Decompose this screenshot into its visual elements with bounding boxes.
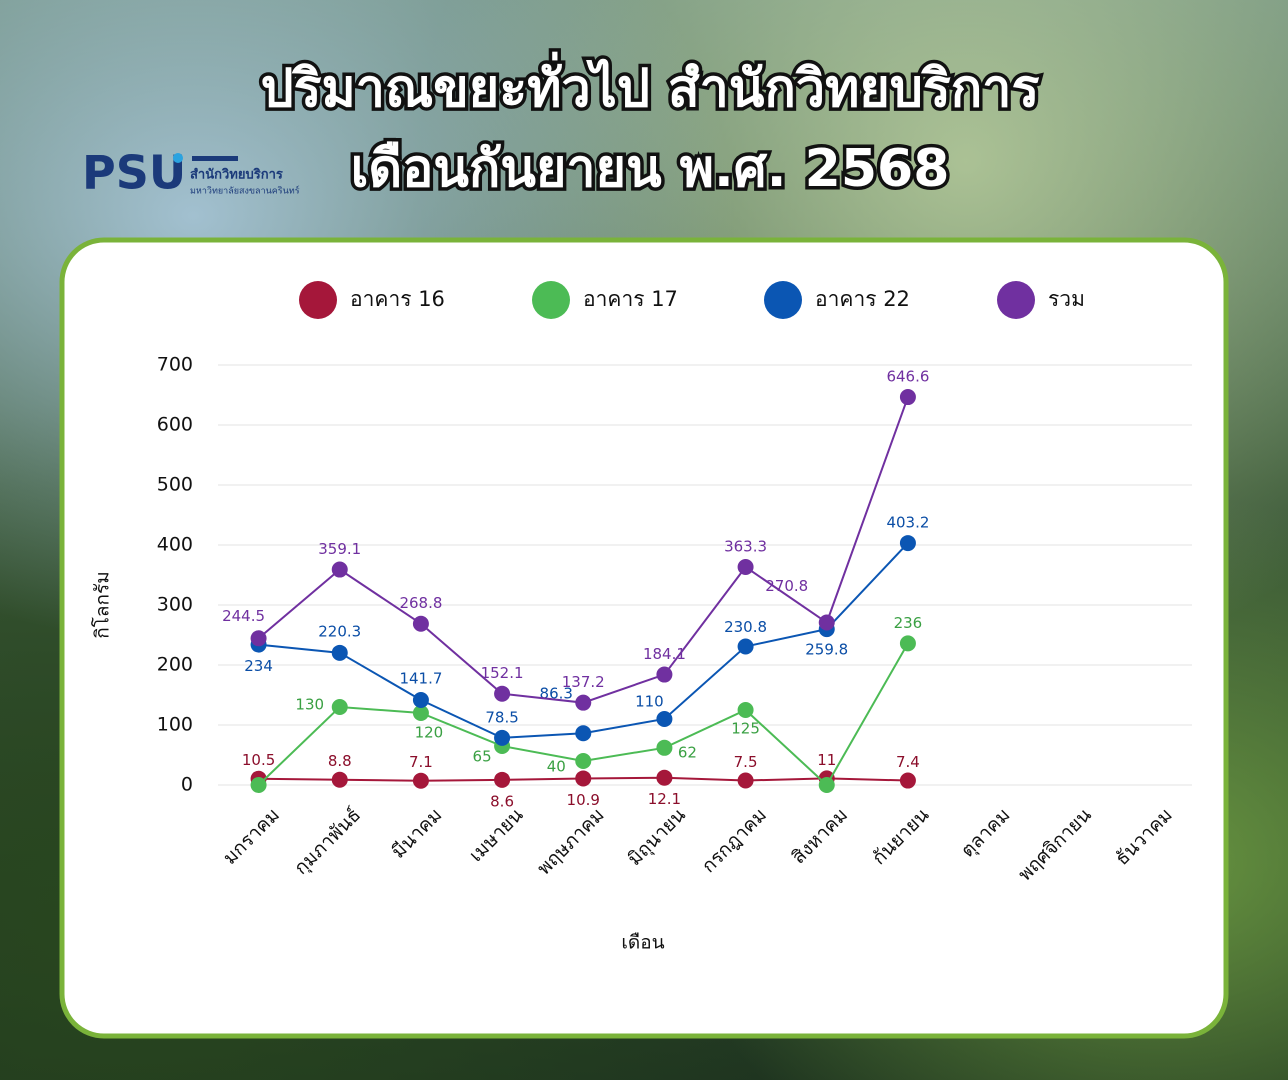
logo: PSU สำนักวิทยบริการ มหาวิทยาลัยสงขลานคริ… <box>82 146 300 200</box>
data-label: 11 <box>817 751 836 769</box>
legend-label: อาคาร 16 <box>350 287 445 311</box>
data-label: 8.8 <box>328 752 352 770</box>
data-label: 78.5 <box>485 708 518 726</box>
data-point <box>899 772 916 789</box>
data-point <box>899 635 916 652</box>
y-tick-label: 200 <box>157 654 193 676</box>
y-tick-label: 600 <box>157 414 193 436</box>
data-point <box>656 666 673 683</box>
y-tick-label: 400 <box>157 534 193 556</box>
data-label: 141.7 <box>399 669 442 687</box>
data-label: 7.1 <box>409 753 433 771</box>
legend-label: อาคาร 17 <box>583 287 678 311</box>
data-point <box>899 389 916 406</box>
data-point <box>412 705 429 721</box>
legend-marker <box>532 281 570 319</box>
data-label: 230.8 <box>724 618 767 636</box>
data-point <box>818 777 835 793</box>
data-point <box>737 702 754 718</box>
legend-marker <box>299 281 337 319</box>
data-point <box>494 771 511 788</box>
data-point <box>412 772 429 789</box>
data-point <box>494 729 511 746</box>
data-label: 10.9 <box>567 791 600 809</box>
data-point <box>575 725 592 742</box>
data-point <box>331 561 348 578</box>
title-line: เดือนกันยายน พ.ศ. 2568 <box>351 139 950 199</box>
logo-org: มหาวิทยาลัยสงขลานครินทร์ <box>190 185 300 197</box>
data-label: 184.1 <box>643 645 686 663</box>
legend-label: รวม <box>1048 287 1085 311</box>
data-label: 236 <box>894 614 923 632</box>
data-label: 220.3 <box>318 622 361 640</box>
y-tick-label: 500 <box>157 474 193 496</box>
data-label: 110 <box>635 693 664 711</box>
data-label: 40 <box>547 758 566 776</box>
data-label: 259.8 <box>805 641 848 659</box>
data-point <box>656 769 673 786</box>
data-label: 270.8 <box>765 577 808 595</box>
data-label: 62 <box>678 743 697 761</box>
data-point <box>656 711 673 727</box>
data-point <box>575 753 592 769</box>
legend-label: อาคาร 22 <box>815 287 910 311</box>
y-tick-label: 100 <box>157 714 193 736</box>
data-point <box>494 685 511 702</box>
data-label: 403.2 <box>886 514 929 532</box>
data-point <box>575 694 592 711</box>
logo-dot <box>173 153 183 163</box>
data-label: 137.2 <box>562 673 605 691</box>
data-label: 7.5 <box>734 753 758 771</box>
data-label: 7.4 <box>896 753 920 771</box>
title-line: ปริมาณขยะทั่วไป สำนักวิทยบริการ <box>261 52 1040 119</box>
data-label: 125 <box>731 720 760 738</box>
data-point <box>250 630 267 647</box>
data-label: 120 <box>415 724 444 742</box>
data-label: 363.3 <box>724 538 767 556</box>
data-label: 130 <box>295 696 324 714</box>
data-label: 10.5 <box>242 751 275 769</box>
y-axis-title: กิโลกรัม <box>91 571 114 639</box>
data-label: 12.1 <box>648 790 681 808</box>
data-point <box>737 772 754 789</box>
data-label: 65 <box>473 748 492 766</box>
data-point <box>656 739 673 756</box>
data-point <box>818 614 835 631</box>
data-point <box>737 638 754 655</box>
data-label: 152.1 <box>481 664 524 682</box>
y-tick-label: 700 <box>157 354 193 376</box>
data-point <box>899 535 916 552</box>
data-point <box>250 777 267 793</box>
y-tick-label: 0 <box>181 774 193 796</box>
x-axis-title: เดือน <box>621 932 664 954</box>
legend-marker <box>997 281 1035 319</box>
data-label: 234 <box>244 657 273 675</box>
y-tick-label: 300 <box>157 594 193 616</box>
data-point <box>575 770 592 787</box>
card <box>59 237 1229 1039</box>
data-label: 359.1 <box>318 540 361 558</box>
data-label: 646.6 <box>886 368 929 386</box>
data-label: 8.6 <box>490 792 514 810</box>
data-point <box>412 615 429 632</box>
data-label: 244.5 <box>222 607 265 625</box>
data-point <box>412 691 429 708</box>
data-label: 268.8 <box>399 594 442 612</box>
logo-mark: PSU <box>82 146 186 200</box>
data-point <box>331 699 348 715</box>
logo-bar <box>192 156 238 161</box>
logo-name: สำนักวิทยบริการ <box>190 167 283 183</box>
data-point <box>737 559 754 576</box>
data-point <box>331 771 348 788</box>
data-point <box>331 644 348 661</box>
legend-marker <box>764 281 802 319</box>
